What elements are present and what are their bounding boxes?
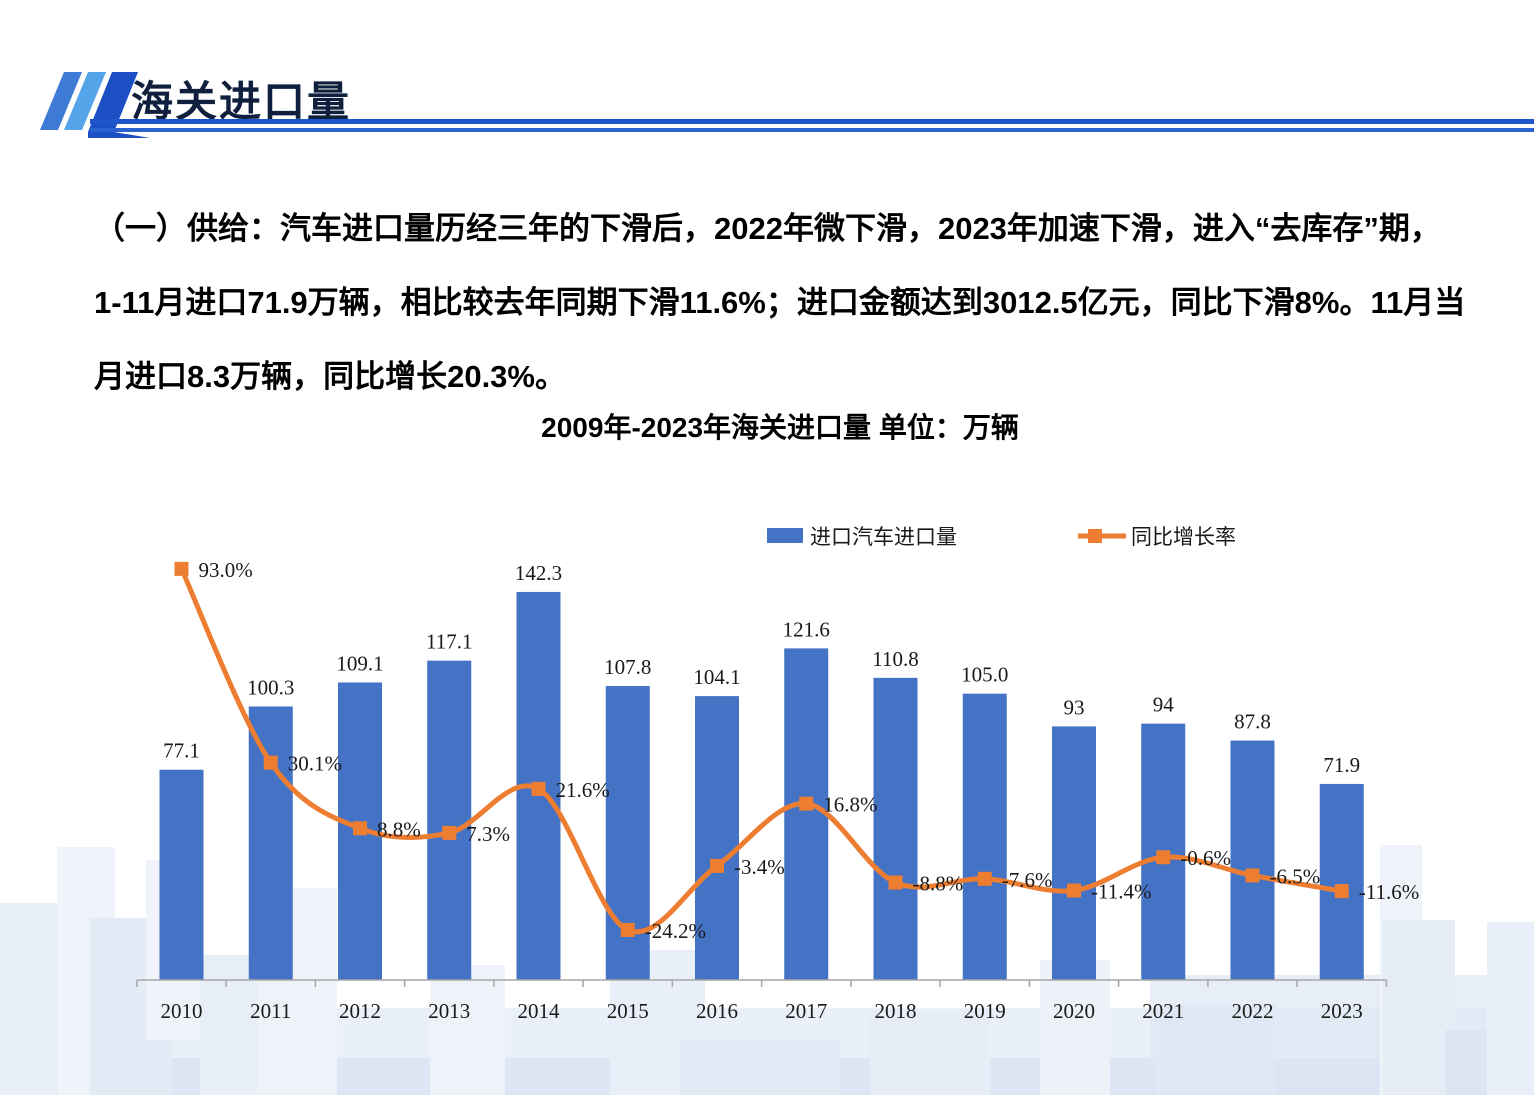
line-marker-2018 [888,875,903,890]
bar-label-2012: 109.1 [336,651,383,675]
bar-label-2015: 107.8 [604,655,651,679]
line-marker-2011 [263,755,278,770]
line-marker-2015 [620,922,635,937]
bar-2022 [1230,740,1275,980]
line-label-2015: -24.2% [645,919,706,943]
line-marker-2016 [710,858,724,873]
x-tick-label-2020: 2020 [1053,999,1095,1023]
bar-2017 [784,648,829,980]
header-rule-top [90,119,1534,124]
line-label-2023: -11.6% [1359,880,1419,904]
line-marker-2010 [174,561,189,576]
line-label-2016: -3.4% [734,855,785,879]
bar-label-2017: 121.6 [783,617,830,641]
x-tick-label-2022: 2022 [1232,999,1274,1023]
line-label-2021: -0.6% [1180,846,1231,870]
bar-2018 [873,677,918,980]
bar-label-2011: 100.3 [247,675,294,699]
bar-label-2021: 94 [1153,693,1175,717]
bar-2016 [695,696,739,980]
bar-label-2022: 87.8 [1234,710,1271,734]
line-marker-2017 [799,796,814,811]
header-rule-bottom [90,128,1534,132]
line-marker-2014 [531,781,546,796]
bar-2023 [1319,783,1364,980]
header: 海关进口量 [0,0,1534,150]
bar-label-2013: 117.1 [426,630,472,654]
line-label-2010: 93.0% [199,558,253,582]
legend-bar-label: 进口汽车进口量 [810,526,957,549]
line-label-2014: 21.6% [556,778,610,802]
x-tick-label-2014: 2014 [518,999,561,1023]
line-marker-2012 [353,821,367,836]
bar-label-2016: 104.1 [693,665,740,689]
logo-stripes-icon [40,72,150,138]
line-marker-2023 [1334,884,1349,899]
x-tick-label-2016: 2016 [696,999,738,1023]
line-marker-2022 [1245,868,1260,883]
line-label-2020: -11.4% [1091,880,1151,904]
bar-label-2023: 71.9 [1323,753,1360,777]
x-tick-label-2010: 2010 [161,999,203,1023]
summary-paragraph: （一）供给：汽车进口量历经三年的下滑后，2022年微下滑，2023年加速下滑，进… [94,192,1494,414]
line-label-2012: 8.8% [377,817,421,841]
line-label-2017: 16.8% [823,793,877,817]
line-marker-2019 [977,871,992,886]
line-label-2013: 7.3% [466,822,510,846]
x-tick-label-2012: 2012 [339,999,381,1023]
bar-label-2010: 77.1 [163,739,200,763]
x-tick-label-2013: 2013 [428,999,470,1023]
bar-2020 [1052,726,1096,980]
bar-label-2014: 142.3 [515,561,562,585]
x-tick-label-2011: 2011 [250,999,291,1023]
bar-2019 [962,693,1007,980]
bar-label-2020: 93 [1064,695,1085,719]
page-title: 海关进口量 [131,78,352,125]
bar-2011 [248,706,293,980]
x-tick-label-2015: 2015 [607,999,649,1023]
line-label-2019: -7.6% [1002,868,1053,892]
summary-line-2: 1-11月进口71.9万辆，相比较去年同期下滑11.6%；进口金额达到3012.… [94,285,1466,320]
bar-label-2019: 105.0 [961,663,1008,687]
line-label-2018: -8.8% [913,872,964,896]
x-tick-label-2023: 2023 [1321,999,1363,1023]
legend-line-marker [1088,529,1102,543]
bar-2010 [159,769,204,980]
summary-line-3: 月进口8.3万辆，同比增长20.3%。 [94,359,566,394]
x-tick-label-2021: 2021 [1142,999,1184,1023]
summary-line-1: （一）供给：汽车进口量历经三年的下滑后，2022年微下滑，2023年加速下滑，进… [94,211,1441,246]
line-label-2011: 30.1% [288,752,342,776]
line-marker-2020 [1067,883,1081,898]
line-marker-2021 [1156,850,1171,865]
bar-label-2018: 110.8 [872,647,918,671]
x-tick-label-2017: 2017 [785,999,827,1023]
x-tick-label-2018: 2018 [875,999,917,1023]
x-tick-label-2019: 2019 [964,999,1006,1023]
line-label-2022: -6.5% [1270,864,1321,888]
chart-title: 2009年-2023年海关进口量 单位：万辆 [541,412,1019,443]
legend-bar-swatch [767,528,803,543]
bar-2013 [427,660,472,980]
line-marker-2013 [442,825,457,840]
legend-line-label: 同比增长率 [1131,526,1236,549]
